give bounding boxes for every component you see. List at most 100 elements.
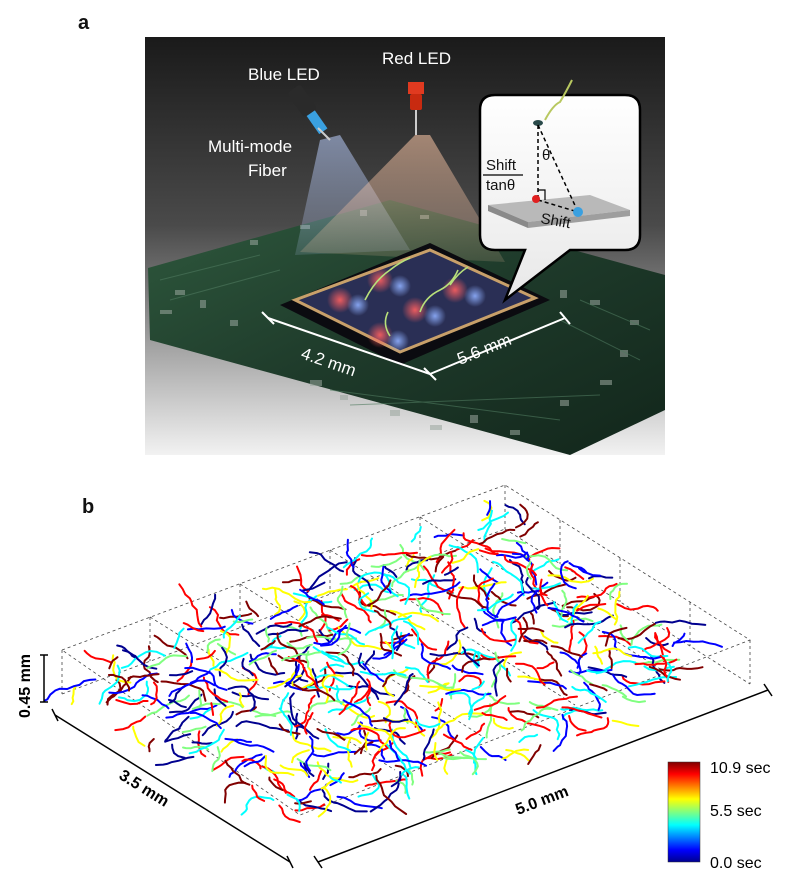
trajectory: [315, 674, 349, 687]
trajectory: [342, 537, 373, 569]
trajectory: [141, 694, 170, 710]
trajectory: [492, 659, 505, 697]
trajectory: [316, 728, 346, 741]
trajectory: [613, 590, 621, 626]
inset-frac-denominator: tanθ: [486, 177, 515, 194]
trajectory: [539, 678, 568, 696]
trajectory: [301, 666, 315, 690]
trajectory: [382, 673, 396, 688]
trajectory: [383, 564, 398, 578]
trajectory: [176, 659, 193, 683]
trajectory: [552, 713, 569, 752]
trajectory: [390, 625, 399, 660]
trajectory: [286, 642, 313, 650]
trajectory: [536, 661, 555, 670]
trajectory: [182, 622, 205, 633]
trajectory: [357, 652, 367, 671]
trajectory: [348, 768, 382, 779]
trajectory: [400, 705, 424, 732]
trajectory: [164, 727, 181, 742]
trajectory: [533, 582, 561, 590]
trajectory: [120, 649, 166, 669]
trajectory: [608, 649, 613, 670]
trajectory: [577, 620, 602, 644]
trajectory: [308, 699, 348, 711]
trajectory: [382, 717, 409, 723]
trajectory: [452, 652, 481, 659]
trajectory: [294, 694, 316, 728]
dimension-lines: [261, 311, 571, 381]
trajectory: [397, 611, 439, 623]
trajectory: [496, 551, 529, 559]
trajectory: [364, 614, 413, 636]
trajectory: [494, 592, 525, 619]
trajectory: [472, 581, 507, 589]
trajectory: [303, 712, 314, 735]
trajectory: [592, 647, 633, 658]
trajectory: [273, 588, 281, 616]
trajectory: [240, 795, 275, 816]
trajectory: [558, 611, 593, 617]
trajectory: [370, 556, 403, 568]
trajectory: [506, 667, 512, 683]
trajectory: [223, 781, 247, 804]
trajectory: [366, 685, 372, 707]
trajectory: [127, 673, 160, 680]
trajectory: [296, 565, 310, 592]
trajectory: [319, 663, 345, 673]
trajectory: [286, 793, 301, 812]
trajectory: [213, 688, 227, 707]
trajectory: [481, 616, 517, 627]
trajectory: [561, 596, 595, 607]
trajectory: [268, 776, 284, 791]
trajectory: [230, 608, 254, 625]
trajectory: [178, 583, 203, 628]
trajectory: [299, 588, 325, 606]
trajectory: [403, 774, 411, 800]
trajectory: [378, 727, 406, 751]
trajectory: [115, 699, 149, 706]
trajectory: [371, 750, 381, 772]
trajectory: [379, 632, 402, 657]
trajectory: [83, 649, 113, 664]
trajectory: [390, 771, 402, 788]
trajectory: [525, 577, 541, 610]
trajectory: [634, 658, 678, 666]
trajectory: [430, 701, 443, 739]
trajectory: [393, 673, 414, 706]
trajectory: [479, 746, 507, 762]
trajectory: [671, 632, 686, 647]
trajectory: [560, 706, 604, 712]
trajectory: [248, 649, 277, 666]
trajectory: [527, 744, 542, 765]
trajectory: [561, 706, 603, 719]
trajectory: [547, 607, 585, 623]
trajectory: [357, 571, 396, 583]
sperm-tracks: [364, 257, 469, 337]
trajectory: [214, 668, 259, 682]
trajectory: [164, 733, 192, 743]
trajectory: [654, 619, 707, 626]
inset-frac-numerator: Shift: [486, 157, 517, 174]
trajectory: [272, 680, 306, 691]
trajectory: [525, 554, 569, 572]
trajectory: [576, 717, 610, 737]
trajectory: [309, 606, 336, 640]
trajectory: [408, 769, 415, 786]
trajectory: [617, 623, 656, 641]
trajectory: [404, 666, 429, 684]
trajectory: [377, 700, 391, 724]
trajectory: [492, 592, 504, 629]
trajectory: [461, 657, 491, 673]
trajectory: [399, 596, 444, 616]
trajectory: [480, 628, 516, 643]
trajectory: [337, 622, 352, 656]
trajectory: [477, 577, 494, 609]
trajectory: [241, 623, 261, 647]
trajectory: [281, 651, 322, 662]
trajectory: [485, 582, 499, 618]
trajectory: [181, 725, 207, 734]
panel-b-figure: 0.45 mm 3.5 mm 5.0 mm 10.9 sec 5.5 sec 0…: [17, 484, 773, 872]
panel-a-figure: 4.2 mm 5.6 mm Blue LED Red LED Multi-mod…: [145, 37, 665, 455]
trajectory: [320, 624, 347, 647]
